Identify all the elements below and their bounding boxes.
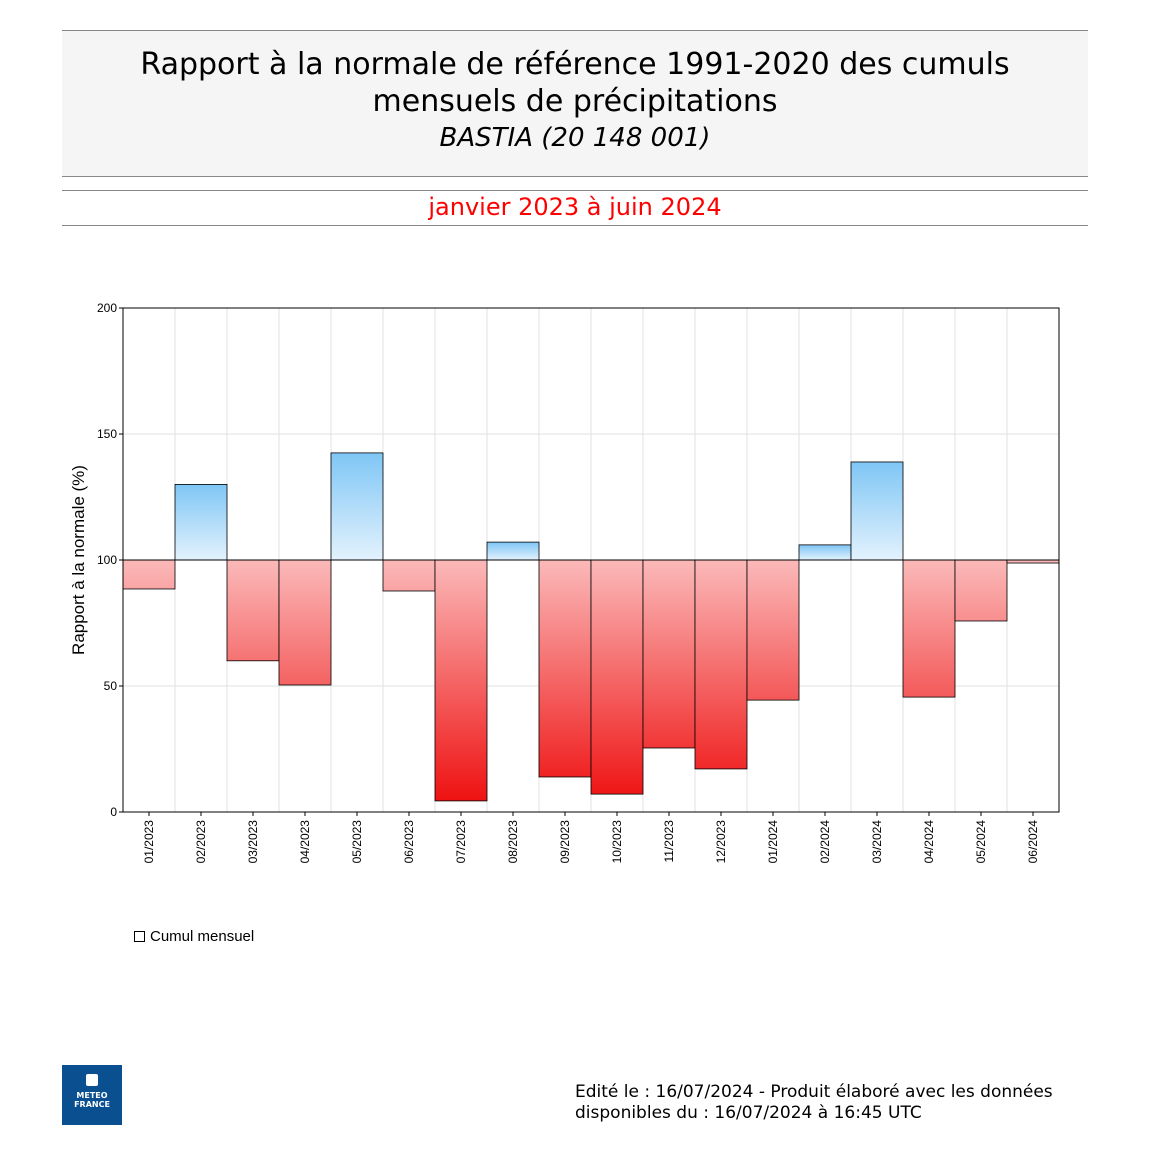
bar-05-2023: [330, 452, 384, 561]
bar-08-2023: [486, 541, 540, 561]
footer-note: Edité le : 16/07/2024 - Produit élaboré …: [575, 1082, 1053, 1124]
bar-07-2023: [434, 559, 488, 802]
bar-06-2023: [382, 559, 436, 592]
bar-04-2023: [278, 559, 332, 686]
bar-03-2024: [850, 461, 904, 561]
bar-10-2023: [590, 559, 644, 795]
x-tick-label: 06/2024: [1026, 820, 1040, 864]
x-tick-label: 07/2023: [454, 820, 468, 864]
plot-frame: [122, 307, 1060, 813]
bar-05-2024: [954, 559, 1008, 622]
x-tick-label: 11/2023: [662, 820, 676, 863]
x-tick-label: 10/2023: [610, 820, 624, 864]
x-tick-label: 01/2023: [142, 820, 156, 864]
logo-symbol: [86, 1074, 98, 1086]
y-tick-label: 50: [104, 679, 118, 693]
y-tick-label: 0: [110, 805, 117, 819]
y-axis-label: Rapport à la normale (%): [69, 465, 88, 655]
x-tick-label: 04/2024: [922, 820, 936, 864]
bar-11-2023: [642, 559, 696, 749]
legend-label: Cumul mensuel: [150, 928, 255, 945]
bar-02-2023: [174, 483, 228, 561]
bar-09-2023: [538, 559, 592, 778]
station-name: BASTIA (20 148 001): [439, 123, 711, 153]
x-tick-label: 06/2023: [402, 820, 416, 864]
x-tick-label: 08/2023: [506, 820, 520, 864]
period-label: janvier 2023 à juin 2024: [62, 190, 1088, 226]
y-tick-label: 150: [97, 427, 117, 441]
bar-02-2024: [798, 544, 852, 561]
bar-01-2024: [746, 559, 800, 701]
x-tick-label: 12/2023: [714, 820, 728, 864]
meteo-france-logo: METEO FRANCE: [62, 1065, 122, 1125]
y-tick-label: 100: [97, 553, 117, 567]
bar-01-2023: [122, 559, 176, 590]
title-block: Rapport à la normale de référence 1991-2…: [62, 30, 1088, 177]
x-tick-label: 04/2023: [298, 820, 312, 864]
x-tick-label: 05/2024: [974, 820, 988, 864]
x-tick-label: 03/2023: [246, 820, 260, 864]
title-line-1: Rapport à la normale de référence 1991-2…: [140, 47, 1010, 82]
x-tick-label: 02/2023: [194, 820, 208, 864]
legend: Cumul mensuel: [134, 928, 254, 945]
bar-12-2023: [694, 559, 748, 770]
legend-swatch: [134, 931, 145, 942]
x-tick-label: 05/2023: [350, 820, 364, 864]
bar-03-2023: [226, 559, 280, 662]
title-line-2: mensuels de précipitations: [372, 84, 778, 119]
logo-text-1: METEO: [76, 1091, 108, 1100]
footer-line-2: disponibles du : 16/07/2024 à 16:45 UTC: [575, 1103, 922, 1123]
x-tick-label: 03/2024: [870, 820, 884, 864]
x-tick-label: 09/2023: [558, 820, 572, 864]
logo-text-2: FRANCE: [74, 1100, 110, 1109]
bar-04-2024: [902, 559, 956, 698]
x-tick-label: 02/2024: [818, 820, 832, 864]
chart-title: Rapport à la normale de référence 1991-2…: [62, 46, 1088, 120]
x-tick-label: 01/2024: [766, 820, 780, 864]
y-tick-label: 200: [97, 301, 117, 315]
footer-line-1: Edité le : 16/07/2024 - Produit élaboré …: [575, 1082, 1053, 1102]
